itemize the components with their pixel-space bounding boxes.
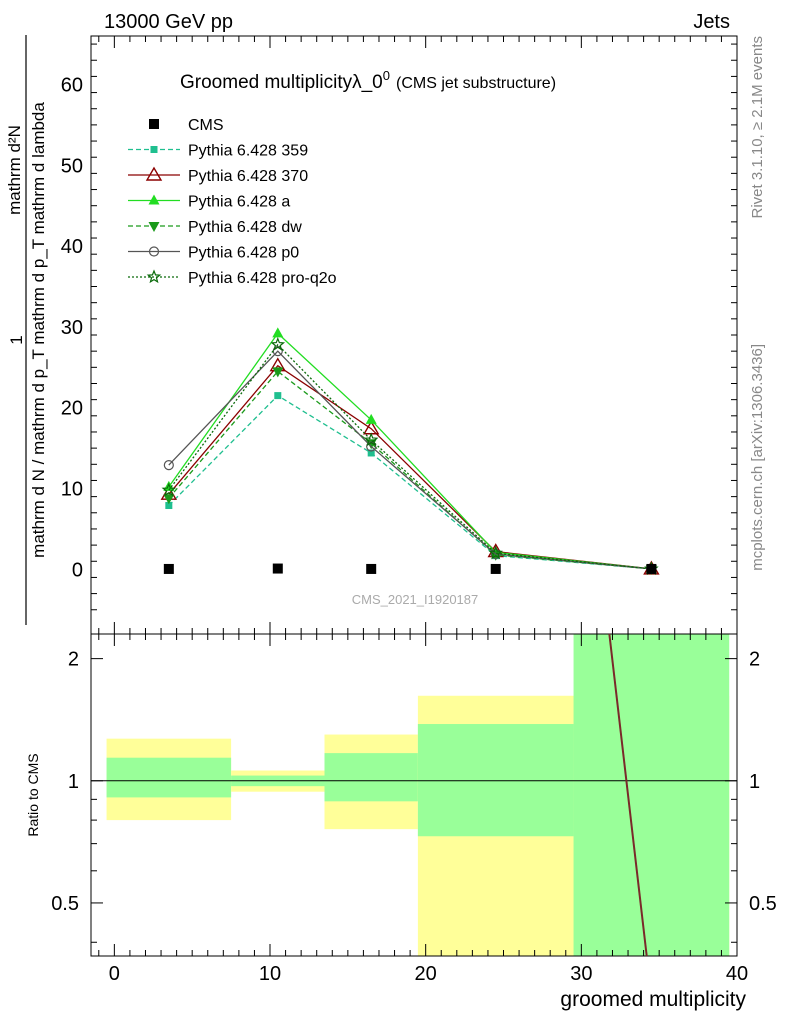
y-label-prefix: 1 (7, 335, 26, 344)
legend-label: Pythia 6.428 a (188, 194, 290, 211)
legend-marker (145, 166, 163, 181)
ratio-panel-frame (90, 633, 738, 957)
xtick-label: 10 (259, 963, 281, 985)
main-ytick-label: 60 (61, 74, 83, 96)
category-label: Jets (693, 11, 730, 33)
stat-band-4 (573, 634, 730, 956)
collision-label: 13000 GeV pp (104, 11, 233, 33)
main-ytick-label: 40 (61, 236, 83, 258)
cms-point (163, 563, 174, 574)
legend-label: Pythia 6.428 dw (188, 219, 302, 236)
series-point-2 (365, 413, 377, 424)
series-point-0 (367, 449, 375, 457)
series-line-5 (168, 343, 652, 570)
legend-label: Pythia 6.428 p0 (188, 245, 299, 262)
series-line-2 (168, 332, 652, 570)
ratio-ytick-label-right: 0.5 (749, 893, 777, 915)
series-point-5 (270, 337, 286, 351)
series-point-3 (163, 494, 175, 505)
x-axis-label: groomed multiplicity (560, 988, 746, 1011)
cms-point (366, 563, 377, 574)
stat-band-3 (417, 724, 574, 837)
chart-title-main: Groomed multiplicityλ_0 (180, 72, 383, 93)
mcplots-credit-label: mcplots.cern.ch [arXiv:1306.3436] (749, 344, 766, 571)
main-ytick-label: 10 (61, 479, 83, 501)
rivet-version-label: Rivet 3.1.10, ≥ 2.1M events (749, 36, 766, 219)
ratio-y-axis: 0.5 0.5 1 1 2 2 (51, 649, 777, 943)
main-ytick-label: 20 (61, 398, 83, 420)
main-y-label: 1 mathrm d²N mathrm d N / mathrm d p_T m… (5, 35, 48, 625)
legend-marker (148, 222, 160, 232)
chart-title: Groomed multiplicityλ_00 (CMS jet substru… (180, 68, 556, 93)
ratio-ytick-label-left: 0.5 (51, 893, 79, 915)
ratio-lines (608, 633, 648, 957)
ratio-ytick-label-right: 1 (749, 771, 760, 793)
xtick-label: 40 (726, 963, 748, 985)
ratio-ytick-label-left: 2 (68, 649, 79, 671)
series-point-0 (274, 392, 282, 400)
series-line-3 (168, 370, 652, 570)
analysis-id-label: CMS_2021_I1920187 (352, 592, 479, 607)
ratio-ytick-label-left: 1 (68, 771, 79, 793)
legend-marker (148, 194, 160, 205)
main-ytick-label: 30 (61, 317, 83, 339)
series-line-0 (168, 394, 652, 570)
main-ytick-label: 50 (61, 155, 83, 177)
y-label-numerator: mathrm d²N (5, 125, 24, 215)
series-point-3 (272, 367, 284, 378)
ratio-uncertainty-bands (91, 634, 737, 956)
legend-label: Pythia 6.428 pro-q2o (188, 270, 337, 287)
legend-marker (150, 146, 158, 153)
series-line-4 (168, 350, 652, 570)
stat-band-2 (324, 753, 418, 802)
legend-label: Pythia 6.428 370 (188, 168, 308, 185)
legend-marker-cms (149, 119, 159, 129)
xtick-label: 20 (415, 963, 437, 985)
y-label-denominator: mathrm d N / mathrm d p_T mathrm d p_T m… (29, 102, 48, 558)
xtick-label: 30 (570, 963, 592, 985)
series-point-5 (488, 545, 503, 560)
chart-subtitle: (CMS jet substructure) (396, 75, 556, 92)
legend-marker (146, 269, 162, 284)
ratio-ytick-label-right: 2 (749, 649, 760, 671)
series-point-5 (363, 432, 379, 447)
series-point-0 (165, 502, 173, 510)
cms-point (272, 563, 283, 574)
cms-data-points (163, 563, 657, 574)
chart-title-sup: 0 (383, 68, 390, 83)
mc-series (160, 327, 660, 576)
series-point-2 (272, 327, 284, 338)
ratio-y-label: Ratio to CMS (25, 753, 41, 836)
series-point-4 (163, 460, 174, 471)
legend-label: Pythia 6.428 359 (188, 143, 308, 160)
xtick-label: 0 (109, 963, 120, 985)
stat-band-0 (106, 757, 232, 798)
legend-marker (148, 246, 160, 257)
x-axis: 0 10 20 30 40 (98, 36, 748, 985)
cms-point (490, 563, 501, 574)
ratio-series-line (608, 633, 648, 957)
main-ytick-label: 0 (72, 559, 83, 581)
series-point-5 (161, 482, 177, 497)
main-y-axis: 0 10 20 30 40 50 60 (61, 43, 737, 611)
series-line-1 (168, 364, 652, 570)
cms-point (646, 563, 657, 574)
legend-label: CMS (188, 117, 224, 134)
legend: CMS Pythia 6.428 359 Pythia 6.428 370 Pythi… (128, 117, 337, 287)
